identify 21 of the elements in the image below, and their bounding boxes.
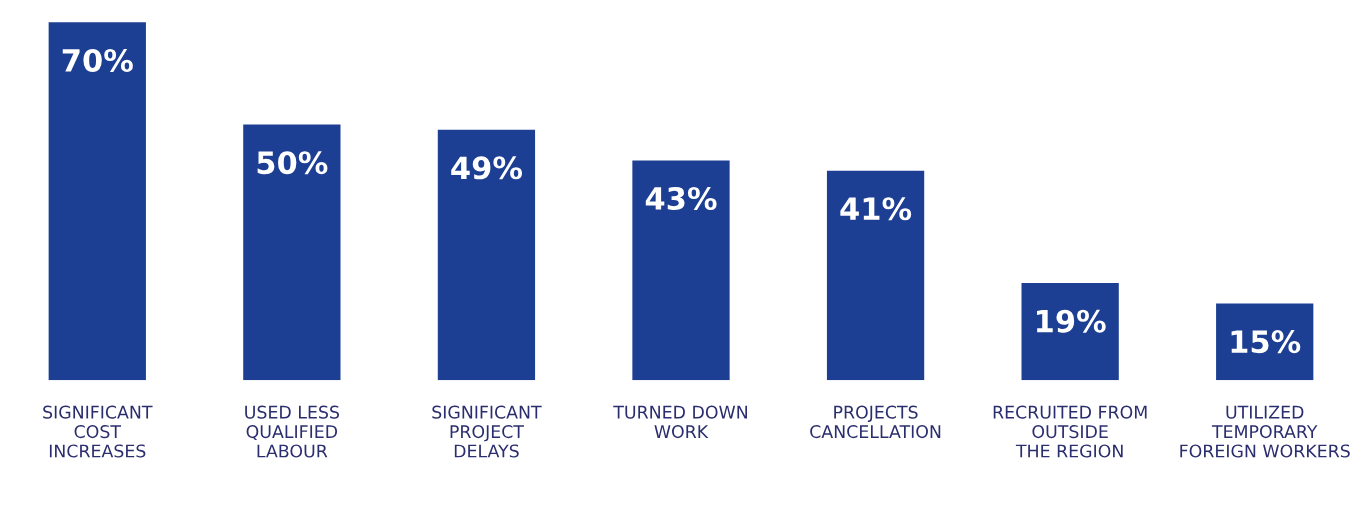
x-tick-label: SIGNIFICANT COST INCREASES <box>43 405 153 458</box>
bar <box>1021 283 1119 381</box>
bar <box>48 22 146 381</box>
bar <box>826 170 925 381</box>
x-tick-label: USED LESS QUALIFIED LABOUR <box>245 405 340 458</box>
data-label: 70% <box>62 48 133 72</box>
data-label: 43% <box>645 186 717 211</box>
data-label: 41% <box>840 197 912 221</box>
x-tick-label: UTILIZED TEMPORARY FOREIGN WORKERS <box>1180 405 1350 458</box>
x-tick-label: PROJECTS CANCELLATION <box>810 405 941 439</box>
data-label: 49% <box>451 156 523 180</box>
bar <box>243 124 341 381</box>
x-tick-label: RECRUITED FROM OUTSIDE THE REGION <box>993 405 1147 458</box>
bar <box>1216 303 1314 381</box>
x-tick-label: SIGNIFICANT PROJECT DELAYS <box>432 405 542 458</box>
bar <box>437 129 536 381</box>
data-label: 19% <box>1037 309 1106 333</box>
data-label: 15% <box>1231 330 1301 354</box>
x-tick-label: TURNED DOWN WORK <box>613 405 747 439</box>
bar <box>632 160 730 381</box>
data-label: 50% <box>257 151 328 175</box>
